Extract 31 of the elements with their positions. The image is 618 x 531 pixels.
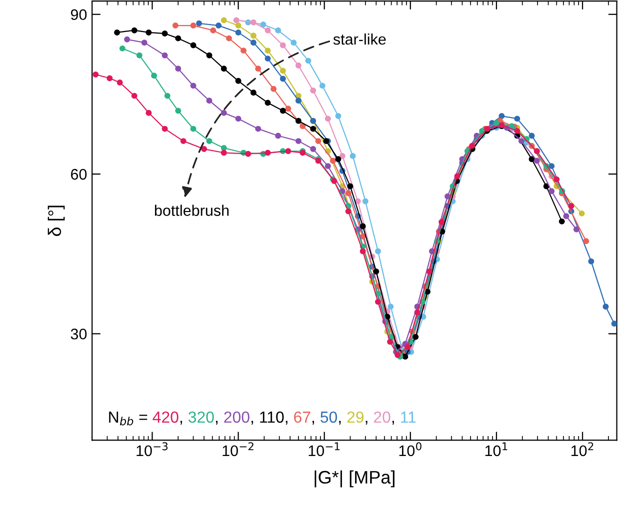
text: , (366, 420, 368, 425)
x-tick-label: 10$^{−2}$ (222, 442, 254, 456)
text: 29 (347, 411, 364, 423)
y-tick-label: 60 (71, 168, 87, 180)
text: 420 (152, 411, 178, 423)
y-axis-title: δ [°] (48, 206, 65, 236)
legend-title: N$_{bb}$ = (109, 412, 148, 426)
text: , (392, 420, 394, 425)
y-tick-label: 90 (70, 9, 87, 20)
x-tick-label: 10$^{−1}$ (308, 442, 340, 456)
x-tick-label: 10$^{1}$ (485, 442, 508, 456)
x-tick-label: 10$^{2}$ (571, 442, 594, 456)
x-axis-title: |G*| [MPa] (314, 470, 394, 488)
annotation: star-like (333, 33, 386, 45)
annotation: bottlebrush (154, 204, 229, 216)
text: , (312, 420, 314, 425)
text: , (251, 420, 254, 425)
x-tick-label: 10$^{−3}$ (136, 442, 168, 456)
y-tick-label: 30 (70, 328, 87, 340)
text: 11 (401, 412, 416, 423)
x-tick-label: 10$^{0}$ (399, 442, 422, 456)
text: 110 (260, 411, 284, 423)
text: 200 (224, 411, 250, 423)
text: , (286, 420, 288, 425)
text: 20 (374, 411, 390, 423)
text: 67 (294, 411, 310, 423)
annotation: , (180, 420, 182, 425)
text: , (339, 420, 341, 425)
text: , (216, 420, 218, 425)
text: 50 (320, 411, 338, 423)
text: 320 (188, 411, 214, 423)
